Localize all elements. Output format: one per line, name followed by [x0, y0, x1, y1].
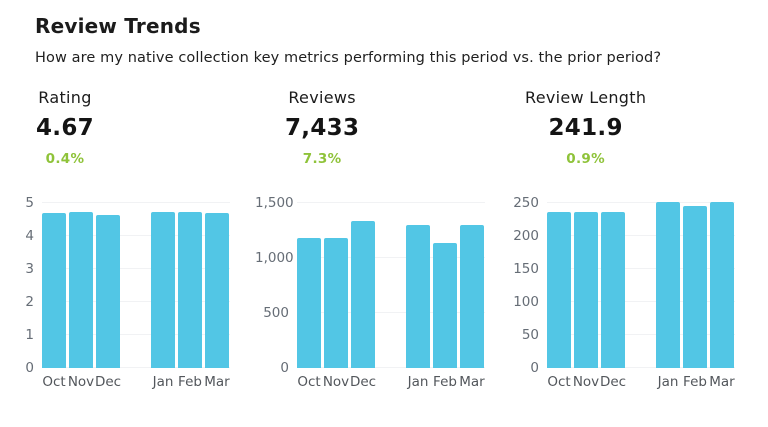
chart-reviews: 0 500 1,000 1,500 Oct Nov Dec Jan Feb Mar [255, 195, 505, 390]
x-axis-label-mar: Mar [709, 374, 735, 390]
charts-row: 0 1 2 3 4 5 Oct Nov Dec Jan Feb Mar 0 500 1,000 1,500 O… [0, 195, 768, 390]
x-axis-label-feb: Feb [433, 374, 457, 390]
kpi-col-reviews: Reviews 7,433 7.3% [255, 88, 505, 167]
x-axis-label-dec: Dec [349, 374, 377, 390]
y-tick-label: 100 [513, 294, 539, 310]
bar-reviews-jan[interactable] [406, 225, 430, 368]
gridline [547, 367, 735, 368]
gridline [547, 235, 735, 236]
gridline [42, 268, 230, 269]
x-axis-label-dec: Dec [599, 374, 627, 390]
y-tick-label: 50 [521, 327, 539, 343]
bar-review-length-feb[interactable] [683, 206, 707, 368]
kpi-reviews-label: Reviews [288, 88, 356, 107]
bar-review-length-oct[interactable] [547, 212, 571, 368]
bar-review-length-nov[interactable] [574, 212, 598, 368]
chart-rating: 0 1 2 3 4 5 Oct Nov Dec Jan Feb Mar [0, 195, 255, 390]
y-tick-label: 0 [280, 360, 289, 376]
bar-reviews-mar[interactable] [460, 224, 484, 368]
bar-reviews-nov[interactable] [324, 237, 348, 368]
kpi-row: Rating 4.67 0.4% Reviews 7,433 7.3% Revi… [0, 88, 768, 167]
x-axis-label-nov: Nov [572, 374, 600, 390]
y-tick-label: 3 [25, 261, 34, 277]
bar-reviews-feb[interactable] [433, 243, 457, 368]
x-axis-label-oct: Oct [547, 374, 571, 390]
x-axis-label-dec: Dec [94, 374, 122, 390]
page-subtitle: How are my native collection key metrics… [35, 50, 662, 66]
x-axis-label-nov: Nov [322, 374, 350, 390]
x-axis-label-jan: Jan [407, 374, 429, 390]
kpi-rating-delta: 0.4% [45, 151, 85, 167]
y-tick-label: 250 [513, 195, 539, 211]
y-tick-label: 1,500 [255, 195, 294, 211]
bar-review-length-dec[interactable] [601, 211, 625, 368]
bar-rating-oct[interactable] [42, 212, 66, 368]
bar-rating-dec[interactable] [96, 214, 120, 368]
gridline [297, 202, 485, 203]
x-axis-label-mar: Mar [459, 374, 485, 390]
page-title: Review Trends [35, 14, 201, 38]
y-tick-label: 4 [25, 228, 34, 244]
gridline [42, 235, 230, 236]
gridline [297, 257, 485, 258]
y-tick-label: 150 [513, 261, 539, 277]
chart-review-length: 0 50 100 150 200 250 Oct Nov Dec Jan Feb Mar [505, 195, 768, 390]
y-tick-label: 2 [25, 294, 34, 310]
kpi-review-length-label: Review Length [525, 88, 647, 107]
bar-rating-mar[interactable] [205, 212, 229, 368]
y-axis-reviews: 0 500 1,000 1,500 [255, 195, 294, 376]
kpi-reviews-value: 7,433 [285, 115, 360, 141]
y-tick-label: 1,000 [255, 250, 294, 266]
bar-review-length-jan[interactable] [656, 202, 680, 368]
gridline [42, 202, 230, 203]
kpi-review-length-value: 241.9 [548, 115, 623, 141]
y-tick-label: 1 [25, 327, 34, 343]
gridline [297, 367, 485, 368]
gridline [547, 202, 735, 203]
bar-rating-nov[interactable] [69, 212, 93, 368]
bar-review-length-mar[interactable] [710, 202, 734, 368]
bar-reviews-oct[interactable] [297, 238, 321, 368]
bar-reviews-dec[interactable] [351, 220, 375, 368]
gridline [42, 367, 230, 368]
y-tick-label: 500 [263, 305, 289, 321]
bar-rating-jan[interactable] [151, 211, 175, 368]
gridline [547, 301, 735, 302]
gridline [42, 301, 230, 302]
gridline [547, 268, 735, 269]
y-axis-review-length: 0 50 100 150 200 250 [505, 195, 539, 376]
kpi-rating-value: 4.67 [36, 115, 94, 141]
kpi-review-length: Review Length 241.9 0.9% [525, 88, 646, 167]
plot-area-reviews: Oct Nov Dec Jan Feb Mar [297, 202, 485, 390]
y-axis-rating: 0 1 2 3 4 5 [0, 195, 34, 376]
y-tick-label: 0 [530, 360, 539, 376]
x-axis-label-jan: Jan [657, 374, 679, 390]
y-tick-label: 200 [513, 228, 539, 244]
kpi-reviews: Reviews 7,433 7.3% [285, 88, 359, 167]
gridline [42, 334, 230, 335]
kpi-reviews-delta: 7.3% [302, 151, 342, 167]
x-axis-label-mar: Mar [204, 374, 230, 390]
plot-area-review-length: Oct Nov Dec Jan Feb Mar [547, 202, 735, 390]
bar-rating-feb[interactable] [178, 212, 202, 368]
gridline [297, 312, 485, 313]
x-axis-label-feb: Feb [178, 374, 202, 390]
kpi-col-rating: Rating 4.67 0.4% [0, 88, 255, 167]
plot-area-rating: Oct Nov Dec Jan Feb Mar [42, 202, 230, 390]
x-axis-label-oct: Oct [297, 374, 321, 390]
kpi-rating: Rating 4.67 0.4% [36, 88, 94, 167]
x-axis-label-feb: Feb [683, 374, 707, 390]
x-axis-label-nov: Nov [67, 374, 95, 390]
kpi-rating-label: Rating [38, 88, 92, 107]
x-axis-label-jan: Jan [152, 374, 174, 390]
y-tick-label: 0 [25, 360, 34, 376]
y-tick-label: 5 [25, 195, 34, 211]
x-axis-label-oct: Oct [42, 374, 66, 390]
kpi-review-length-delta: 0.9% [566, 151, 605, 167]
kpi-col-review-length: Review Length 241.9 0.9% [505, 88, 768, 167]
gridline [547, 334, 735, 335]
